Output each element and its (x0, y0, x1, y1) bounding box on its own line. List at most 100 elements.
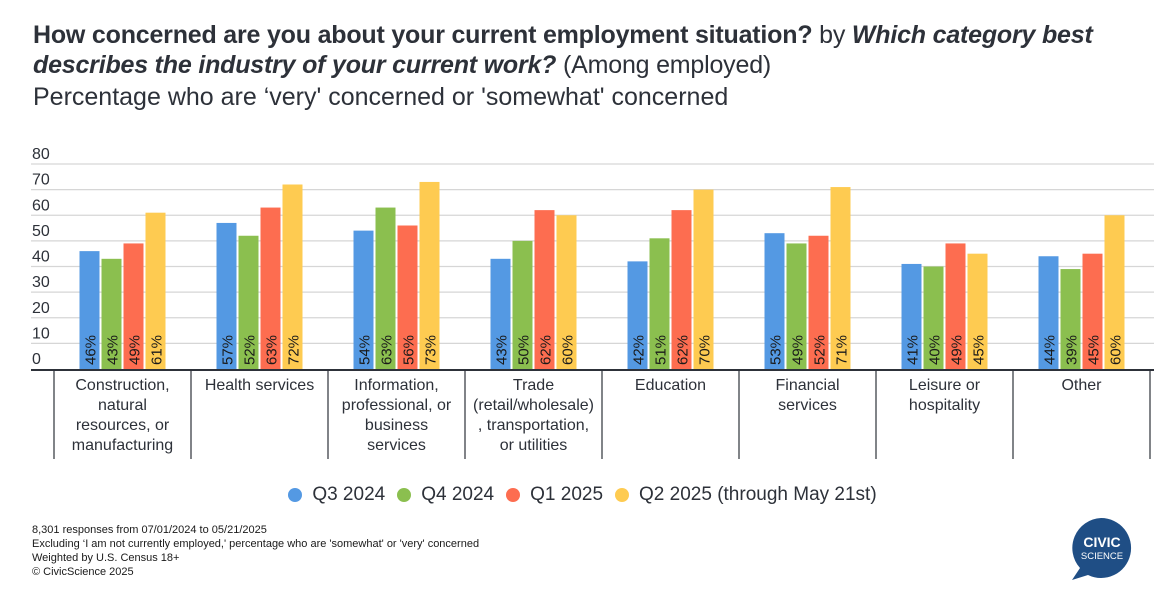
bar (512, 240, 533, 369)
bar (260, 207, 281, 369)
bar-value-label: 62% (538, 335, 555, 365)
bar (901, 263, 922, 369)
bar (764, 233, 785, 369)
bar-chart: 0 10 20 30 40 50 60 70 80 46% 43% 49% 61% 57% 52% 63% 7… (31, 146, 1154, 459)
bar-value-label: 41% (905, 335, 922, 365)
bar-value-label: 63% (264, 335, 281, 365)
y-tick-label: 70 (32, 172, 50, 189)
bar (1082, 253, 1103, 369)
bar (1104, 215, 1125, 369)
bar-value-label: 61% (149, 335, 166, 365)
x-tick-label-line: Construction, (75, 377, 169, 394)
bar-value-label: 40% (927, 335, 944, 365)
bar-value-label: 71% (834, 335, 851, 365)
bar-value-label: 49% (949, 335, 966, 365)
bar (830, 187, 851, 369)
x-tick-label: Information, professional, or business serv… (342, 377, 452, 454)
bar (671, 210, 692, 369)
bar-value-label: 63% (379, 335, 396, 365)
bar (534, 210, 555, 369)
y-axis-ticks: 0 10 20 30 40 50 60 70 80 (32, 146, 50, 368)
x-tick-label: Education (635, 377, 706, 394)
legend: Q3 2024 Q4 2024 Q1 2025 Q2 2025 (through Ma… (0, 484, 1165, 506)
bar-value-label: 62% (675, 335, 692, 365)
title-by: by (812, 21, 852, 49)
chart-subtitle: Percentage who are ‘very' concerned or '… (33, 83, 729, 111)
x-axis-labels: Construction, natural resources, or manufac… (72, 377, 1102, 454)
bar-value-label: 72% (286, 335, 303, 365)
x-tick-label-line: Health services (205, 377, 314, 394)
x-tick-label-line: Information, (354, 377, 438, 394)
bar-value-label: 45% (971, 335, 988, 365)
bar (145, 212, 166, 369)
bar-value-label: 42% (631, 335, 648, 365)
bars: 46% 43% 49% 61% 57% 52% 63% 72% 54% 63% 56% 73% 43% 5… (79, 181, 1125, 369)
bar-value-label: 50% (516, 335, 533, 365)
legend-item: Q4 2024 (397, 484, 494, 506)
title-segment: Which category best describes the indust… (33, 21, 1093, 79)
legend-swatch (288, 488, 303, 502)
bar-value-label: 73% (423, 335, 440, 365)
x-tick-label-line: Leisure or (909, 377, 981, 394)
legend-swatch (615, 488, 630, 502)
bar (627, 261, 648, 369)
legend-label: Q4 2024 (421, 484, 495, 505)
bar-value-label: 45% (1086, 335, 1103, 365)
footnote-responses: 8,301 responses from 07/01/2024 to 05/21… (32, 524, 267, 536)
x-tick-label-line: (retail/wholesale) (473, 397, 594, 414)
bar (923, 266, 944, 369)
bar (967, 253, 988, 369)
bar-group: 41% 40% 49% 45% (901, 243, 988, 369)
bar (216, 222, 237, 369)
x-tick-label-line: manufacturing (72, 437, 173, 454)
title-qualifier: (Among employed) (556, 51, 772, 79)
x-tick-label-line: hospitality (909, 397, 980, 414)
x-tick-label-line: resources, or (76, 417, 170, 434)
bar-group: 54% 63% 56% 73% (353, 181, 440, 369)
bar (1038, 256, 1059, 369)
bar-value-label: 46% (83, 335, 100, 365)
x-tick-label-line: services (367, 437, 426, 454)
legend-swatch (506, 488, 521, 502)
x-tick-label-line: natural (98, 397, 147, 414)
legend-item: Q1 2025 (506, 484, 603, 506)
bar (282, 184, 303, 369)
bar-value-label: 57% (220, 335, 237, 365)
bar (808, 235, 829, 369)
bar (101, 258, 122, 369)
x-tick-label: Trade (retail/wholesale) , transportation,… (473, 377, 594, 454)
x-tick-label-line: professional, or (342, 397, 452, 414)
legend-swatch (397, 488, 412, 502)
x-tick-label: Other (1061, 377, 1102, 394)
bar-group: 53% 49% 52% 71% (764, 187, 851, 369)
bar-value-label: 44% (1042, 335, 1059, 365)
x-tick-label-line: , transportation, (478, 417, 589, 434)
bar-value-label: 43% (105, 335, 122, 365)
bar (123, 243, 144, 369)
bar (556, 215, 577, 369)
legend-item: Q3 2024 (288, 484, 385, 506)
bar (238, 235, 259, 369)
chart-title: How concerned are you about your current… (33, 20, 1143, 80)
bar (693, 189, 714, 369)
bar-value-label: 53% (768, 335, 785, 365)
footnote-copyright: © CivicScience 2025 (32, 566, 134, 578)
x-tick-label: Financial services (775, 377, 839, 414)
bar-value-label: 52% (242, 335, 259, 365)
legend-label: Q1 2025 (530, 484, 604, 505)
logo-science-text: SCIENCE (1081, 551, 1123, 562)
bar-value-label: 56% (401, 335, 418, 365)
y-tick-label: 80 (32, 146, 50, 163)
x-tick-label-line: Financial (775, 377, 839, 394)
bar-value-label: 49% (790, 335, 807, 365)
x-tick-label-line: or utilities (500, 437, 568, 454)
bar-value-label: 54% (357, 335, 374, 365)
y-tick-label: 0 (32, 351, 41, 368)
bar-value-label: 60% (560, 335, 577, 365)
bar-value-label: 39% (1064, 335, 1081, 365)
bar-group: 44% 39% 45% 60% (1038, 215, 1125, 369)
x-tick-label-line: services (778, 397, 837, 414)
bar (1060, 269, 1081, 369)
bar-value-label: 70% (697, 335, 714, 365)
x-tick-label-line: business (365, 417, 428, 434)
